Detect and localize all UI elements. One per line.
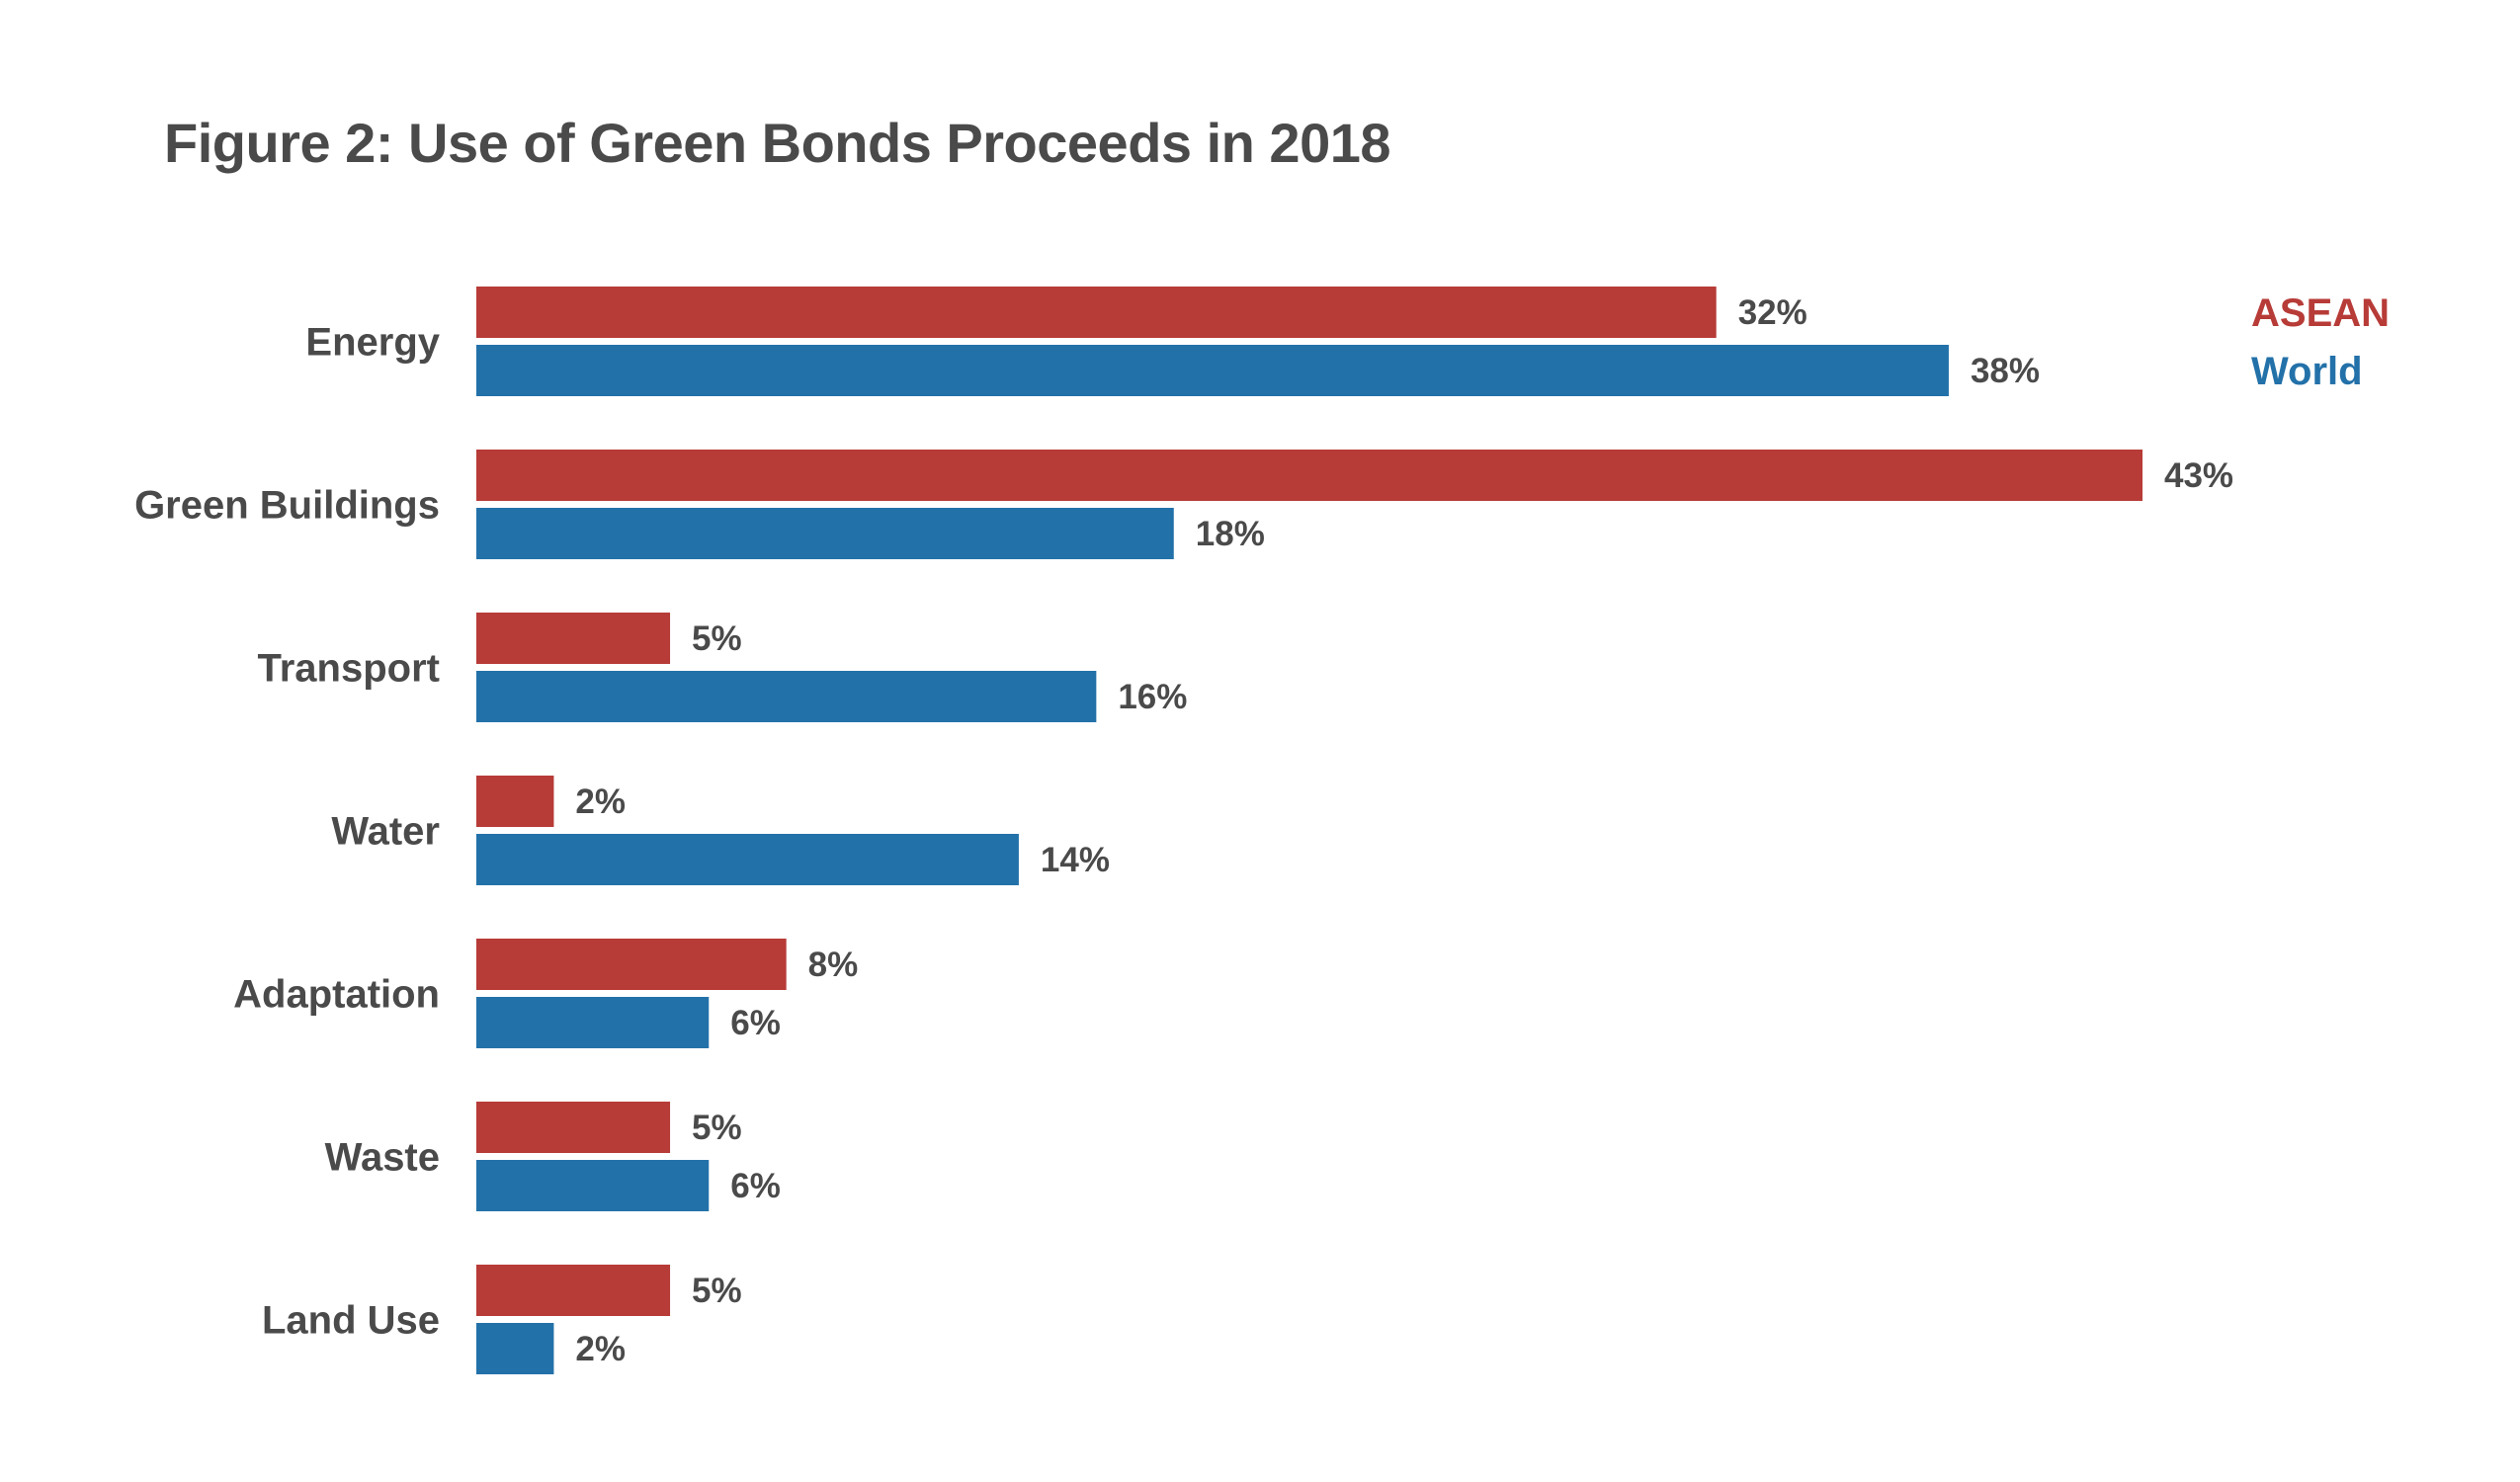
bar-world-land-use [476, 1323, 554, 1374]
value-label-asean-water: 2% [575, 782, 626, 821]
bar-asean-green-buildings [476, 450, 2142, 501]
value-label-world-waste: 6% [730, 1167, 781, 1205]
value-label-world-green-buildings: 18% [1196, 515, 1265, 553]
bar-world-green-buildings [476, 508, 1174, 559]
category-label-transport: Transport [258, 647, 440, 691]
value-label-asean-land-use: 5% [692, 1272, 742, 1310]
value-label-world-energy: 38% [1971, 352, 2040, 390]
value-label-asean-energy: 32% [1738, 293, 1807, 332]
legend-world: World [2251, 350, 2363, 393]
bar-world-transport [476, 671, 1097, 722]
bar-asean-transport [476, 613, 671, 664]
bar-world-waste [476, 1160, 710, 1211]
bar-asean-energy [476, 287, 1717, 338]
chart-title: Figure 2: Use of Green Bonds Proceeds in… [164, 112, 1391, 174]
bar-world-adaptation [476, 997, 710, 1048]
value-label-world-land-use: 2% [575, 1330, 626, 1368]
category-label-waste: Waste [325, 1136, 440, 1180]
category-label-green-buildings: Green Buildings [134, 484, 440, 528]
bar-asean-waste [476, 1102, 671, 1153]
value-label-asean-waste: 5% [692, 1109, 742, 1147]
value-label-asean-adaptation: 8% [808, 946, 859, 984]
value-label-world-transport: 16% [1118, 678, 1187, 716]
value-label-world-adaptation: 6% [730, 1004, 781, 1042]
category-label-land-use: Land Use [262, 1299, 440, 1343]
bar-world-energy [476, 345, 1949, 396]
legend-asean: ASEAN [2251, 291, 2390, 335]
category-label-water: Water [331, 810, 440, 854]
value-label-world-water: 14% [1041, 841, 1110, 879]
category-label-adaptation: Adaptation [233, 973, 440, 1017]
bar-asean-water [476, 776, 554, 827]
category-label-energy: Energy [305, 321, 440, 365]
value-label-asean-green-buildings: 43% [2164, 456, 2233, 495]
bar-world-water [476, 834, 1019, 885]
value-label-asean-transport: 5% [692, 619, 742, 658]
bar-asean-adaptation [476, 939, 787, 990]
bar-asean-land-use [476, 1265, 671, 1316]
